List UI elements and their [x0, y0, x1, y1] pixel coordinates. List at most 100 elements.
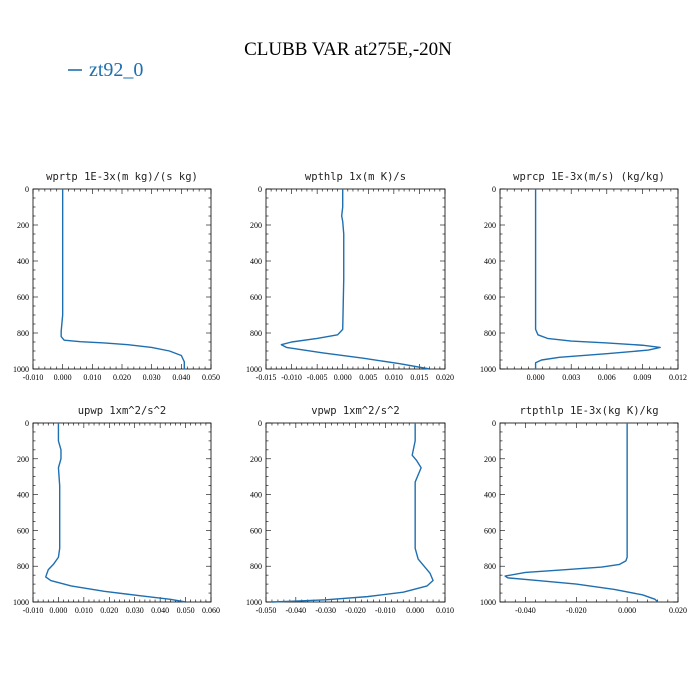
x-tick-label: 0.040 — [151, 606, 169, 615]
y-tick-label: 0 — [258, 419, 262, 428]
x-tick-label: -0.020 — [345, 606, 366, 615]
x-tick-label: 0.000 — [618, 606, 636, 615]
x-tick-label: -0.010 — [375, 606, 396, 615]
x-tick-label: 0.010 — [436, 606, 454, 615]
y-tick-label: 1000 — [246, 598, 262, 607]
panel-5: vpwp 1xm^2/s^2 0 200 400 600 800 1000-0.050 -0.… — [246, 405, 454, 615]
panel-4: upwp 1xm^2/s^2 0 200 400 600 800 1000-0.010 0.0… — [13, 405, 220, 615]
panel-3: wprcp 1E-3x(m/s) (kg/kg) 0 200 400 600 800 100… — [480, 171, 687, 382]
x-tick-label: -0.030 — [315, 606, 336, 615]
panel-1: wprtp 1E-3x(m kg)/(s kg) 0 200 400 600 800 100… — [13, 171, 220, 382]
figure-title: CLUBB VAR at275E,-20N — [244, 39, 452, 60]
y-tick-label: 400 — [484, 257, 496, 266]
x-tick-label: 0.012 — [669, 373, 687, 382]
x-tick-label: -0.015 — [256, 373, 277, 382]
x-tick-label: 0.020 — [436, 373, 454, 382]
panel-title: wprcp 1E-3x(m/s) (kg/kg) — [513, 171, 665, 183]
x-tick-label: 0.030 — [143, 373, 161, 382]
y-tick-label: 1000 — [480, 365, 496, 374]
y-tick-label: 400 — [484, 491, 496, 500]
y-tick-label: 400 — [250, 491, 262, 500]
x-tick-label: 0.030 — [126, 606, 144, 615]
y-tick-label: 200 — [250, 221, 262, 230]
y-tick-label: 400 — [17, 491, 29, 500]
y-tick-label: 0 — [25, 419, 29, 428]
y-tick-label: 1000 — [480, 598, 496, 607]
series-line — [504, 423, 659, 603]
series-line — [534, 189, 661, 369]
series-line — [45, 423, 186, 603]
x-tick-label: 0.050 — [177, 606, 195, 615]
x-tick-label: -0.010 — [23, 373, 44, 382]
legend: zt92_0 — [68, 59, 143, 81]
y-tick-label: 1000 — [13, 598, 29, 607]
y-tick-label: 800 — [484, 329, 496, 338]
x-tick-label: 0.003 — [562, 373, 580, 382]
x-tick-label: 0.020 — [113, 373, 131, 382]
y-tick-label: 200 — [484, 455, 496, 464]
y-tick-label: 200 — [17, 455, 29, 464]
x-tick-label: 0.000 — [527, 373, 545, 382]
y-tick-label: 800 — [250, 562, 262, 571]
x-tick-label: 0.000 — [406, 606, 424, 615]
y-tick-label: 0 — [258, 185, 262, 194]
x-tick-label: -0.005 — [307, 373, 328, 382]
x-tick-label: -0.050 — [256, 606, 277, 615]
x-tick-label: 0.010 — [83, 373, 101, 382]
panel-title: wpthlp 1x(m K)/s — [305, 171, 406, 183]
x-tick-label: -0.010 — [281, 373, 302, 382]
x-tick-label: 0.040 — [172, 373, 190, 382]
x-tick-label: 0.005 — [359, 373, 377, 382]
legend-label: zt92_0 — [89, 59, 143, 81]
panel-2: wpthlp 1x(m K)/s02004006008001000-0.015-… — [246, 171, 454, 382]
y-tick-label: 200 — [250, 455, 262, 464]
y-tick-label: 1000 — [13, 365, 29, 374]
plot-frame — [499, 422, 679, 603]
x-tick-label: 0.006 — [598, 373, 616, 382]
y-tick-label: 400 — [17, 257, 29, 266]
plot-frame — [32, 188, 212, 370]
y-tick-label: 1000 — [246, 365, 262, 374]
panels: wprtp 1E-3x(m kg)/(s kg) 0 200 400 600 800 100… — [13, 171, 687, 615]
panel-title: rtpthlp 1E-3x(kg K)/kg — [519, 405, 658, 417]
y-tick-label: 200 — [484, 221, 496, 230]
y-tick-label: 600 — [17, 526, 29, 535]
y-tick-label: 600 — [250, 526, 262, 535]
y-tick-label: 200 — [17, 221, 29, 230]
x-tick-label: 0.020 — [100, 606, 118, 615]
x-tick-label: 0.020 — [669, 606, 687, 615]
y-tick-label: 0 — [492, 419, 496, 428]
y-tick-label: 800 — [484, 562, 496, 571]
series-line — [60, 189, 186, 369]
y-tick-label: 800 — [17, 562, 29, 571]
y-tick-label: 400 — [250, 257, 262, 266]
x-tick-label: -0.020 — [566, 606, 587, 615]
panel-title: vpwp 1xm^2/s^2 — [311, 405, 400, 417]
x-tick-label: 0.010 — [75, 606, 93, 615]
x-tick-label: 0.009 — [633, 373, 651, 382]
y-tick-label: 600 — [484, 293, 496, 302]
x-tick-label: 0.060 — [202, 606, 220, 615]
panel-6: rtpthlp 1E-3x(kg K)/kg 0 200 400 600 800 1000 -… — [480, 405, 687, 615]
y-tick-label: 800 — [17, 329, 29, 338]
panel-title: upwp 1xm^2/s^2 — [78, 405, 167, 417]
y-tick-label: 600 — [250, 293, 262, 302]
x-tick-label: 0.015 — [410, 373, 428, 382]
x-tick-label: 0.000 — [49, 606, 67, 615]
panel-title: wprtp 1E-3x(m kg)/(s kg) — [46, 171, 198, 183]
series-line — [280, 189, 430, 370]
x-tick-label: 0.010 — [385, 373, 403, 382]
y-tick-label: 0 — [25, 185, 29, 194]
y-tick-label: 0 — [492, 185, 496, 194]
x-tick-label: -0.040 — [285, 606, 306, 615]
series-line — [271, 423, 434, 603]
x-tick-label: -0.040 — [515, 606, 536, 615]
y-tick-label: 600 — [17, 293, 29, 302]
plot-frame — [265, 422, 446, 603]
y-tick-label: 800 — [250, 329, 262, 338]
x-tick-label: -0.010 — [23, 606, 44, 615]
x-tick-label: 0.000 — [54, 373, 72, 382]
x-tick-label: 0.050 — [202, 373, 220, 382]
x-tick-label: 0.000 — [334, 373, 352, 382]
